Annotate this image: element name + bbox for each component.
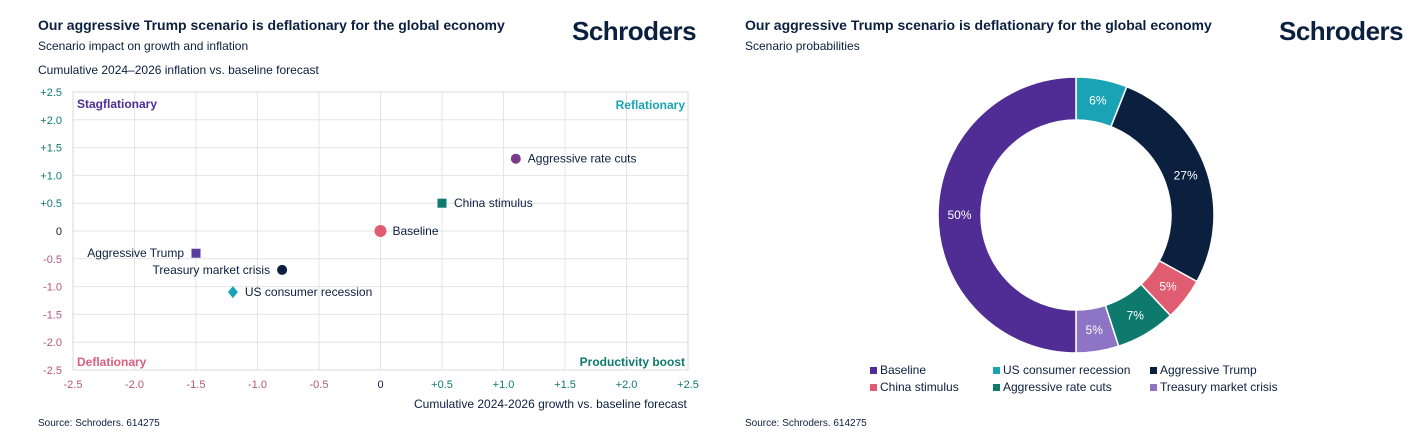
x-tick-label: -2.0: [125, 379, 144, 391]
slice-aggressive-trump: [1109, 85, 1215, 283]
point-treasury-market-crisis-label: Treasury market crisis: [153, 263, 271, 277]
plot-border: [72, 91, 689, 371]
x-tick-label: -1.5: [187, 379, 206, 391]
y-tick-label: -2.5: [43, 365, 62, 377]
point-aggressive-rate-cuts: [510, 153, 521, 164]
slice-treasury-market-crisis-label: 5%: [1086, 323, 1104, 337]
point-china-stimulus-label: China stimulus: [454, 196, 533, 210]
legend-baseline: Baseline: [880, 363, 926, 377]
point-aggressive-trump-label: Aggressive Trump: [87, 246, 184, 260]
legend-china-stimulus: China stimulus: [880, 380, 959, 394]
point-treasury-market-crisis: [277, 264, 288, 275]
y-tick-label: 0: [56, 226, 62, 238]
right-logo: Schroders: [1279, 16, 1404, 46]
point-us-consumer-recession-label: US consumer recession: [245, 285, 372, 299]
point-aggressive-rate-cuts-label: Aggressive rate cuts: [528, 152, 637, 166]
quadrant-deflationary: Deflationary: [77, 355, 147, 369]
y-tick-label: -1.5: [43, 309, 62, 321]
slice-china-stimulus-label: 5%: [1159, 279, 1177, 293]
y-tick-label: +1.5: [40, 143, 62, 155]
y-tick-label: +0.5: [40, 198, 62, 210]
y-tick-label: -2.0: [43, 337, 62, 349]
y-tick-label: -0.5: [43, 254, 62, 266]
right-subtitle: Scenario probabilities: [745, 39, 860, 53]
point-aggressive-trump: [191, 248, 201, 258]
x-tick-label: +0.5: [431, 379, 453, 391]
quadrant-productivity-boost: Productivity boost: [580, 355, 685, 369]
point-us-consumer-recession: [227, 286, 238, 299]
x-tick-label: +1.0: [493, 379, 515, 391]
x-axis-label: Cumulative 2024-2026 growth vs. baseline…: [414, 397, 687, 411]
x-tick-label: 0: [377, 379, 383, 391]
y-tick-label: +2.0: [40, 115, 62, 127]
y-tick-label: +1.0: [40, 170, 62, 182]
legend-treasury-market-crisis-swatch: [1150, 384, 1157, 391]
legend-aggressive-rate-cuts: Aggressive rate cuts: [1003, 380, 1112, 394]
y-axis-label: Cumulative 2024–2026 inflation vs. basel…: [38, 63, 319, 77]
legend-baseline-swatch: [870, 367, 877, 374]
x-tick-label: +2.0: [616, 379, 638, 391]
left-subtitle: Scenario impact on growth and inflation: [38, 39, 249, 53]
x-tick-label: -2.5: [64, 379, 83, 391]
point-baseline: [374, 225, 387, 237]
left-title: Our aggressive Trump scenario is deflati…: [38, 17, 505, 33]
slice-aggressive-rate-cuts-label: 7%: [1127, 308, 1145, 322]
legend-treasury-market-crisis: Treasury market crisis: [1160, 380, 1278, 394]
y-tick-label: +2.5: [40, 87, 62, 99]
quadrant-stagflationary: Stagflationary: [77, 97, 157, 111]
y-tick-label: -1.0: [43, 282, 62, 294]
x-tick-label: +2.5: [677, 379, 699, 391]
slice-aggressive-trump-label: 27%: [1174, 169, 1198, 183]
slice-baseline-label: 50%: [947, 208, 971, 222]
point-baseline-label: Baseline: [393, 224, 439, 238]
left-source: Source: Schroders. 614275: [38, 418, 160, 429]
right-source: Source: Schroders. 614275: [745, 418, 867, 429]
right-title: Our aggressive Trump scenario is deflati…: [745, 17, 1212, 33]
slice-baseline: [937, 76, 1077, 354]
legend-us-consumer-recession-swatch: [993, 367, 1000, 374]
legend-aggressive-trump-swatch: [1150, 367, 1157, 374]
legend-aggressive-trump: Aggressive Trump: [1160, 363, 1257, 377]
x-tick-label: -1.0: [248, 379, 267, 391]
slice-us-consumer-recession-label: 6%: [1089, 94, 1107, 108]
left-logo: Schroders: [572, 16, 697, 46]
legend-china-stimulus-swatch: [870, 384, 877, 391]
x-tick-label: -0.5: [310, 379, 329, 391]
quadrant-reflationary: Reflationary: [616, 98, 686, 112]
point-china-stimulus: [437, 198, 447, 208]
legend-us-consumer-recession: US consumer recession: [1003, 363, 1130, 377]
legend-aggressive-rate-cuts-swatch: [993, 384, 1000, 391]
x-tick-label: +1.5: [554, 379, 576, 391]
